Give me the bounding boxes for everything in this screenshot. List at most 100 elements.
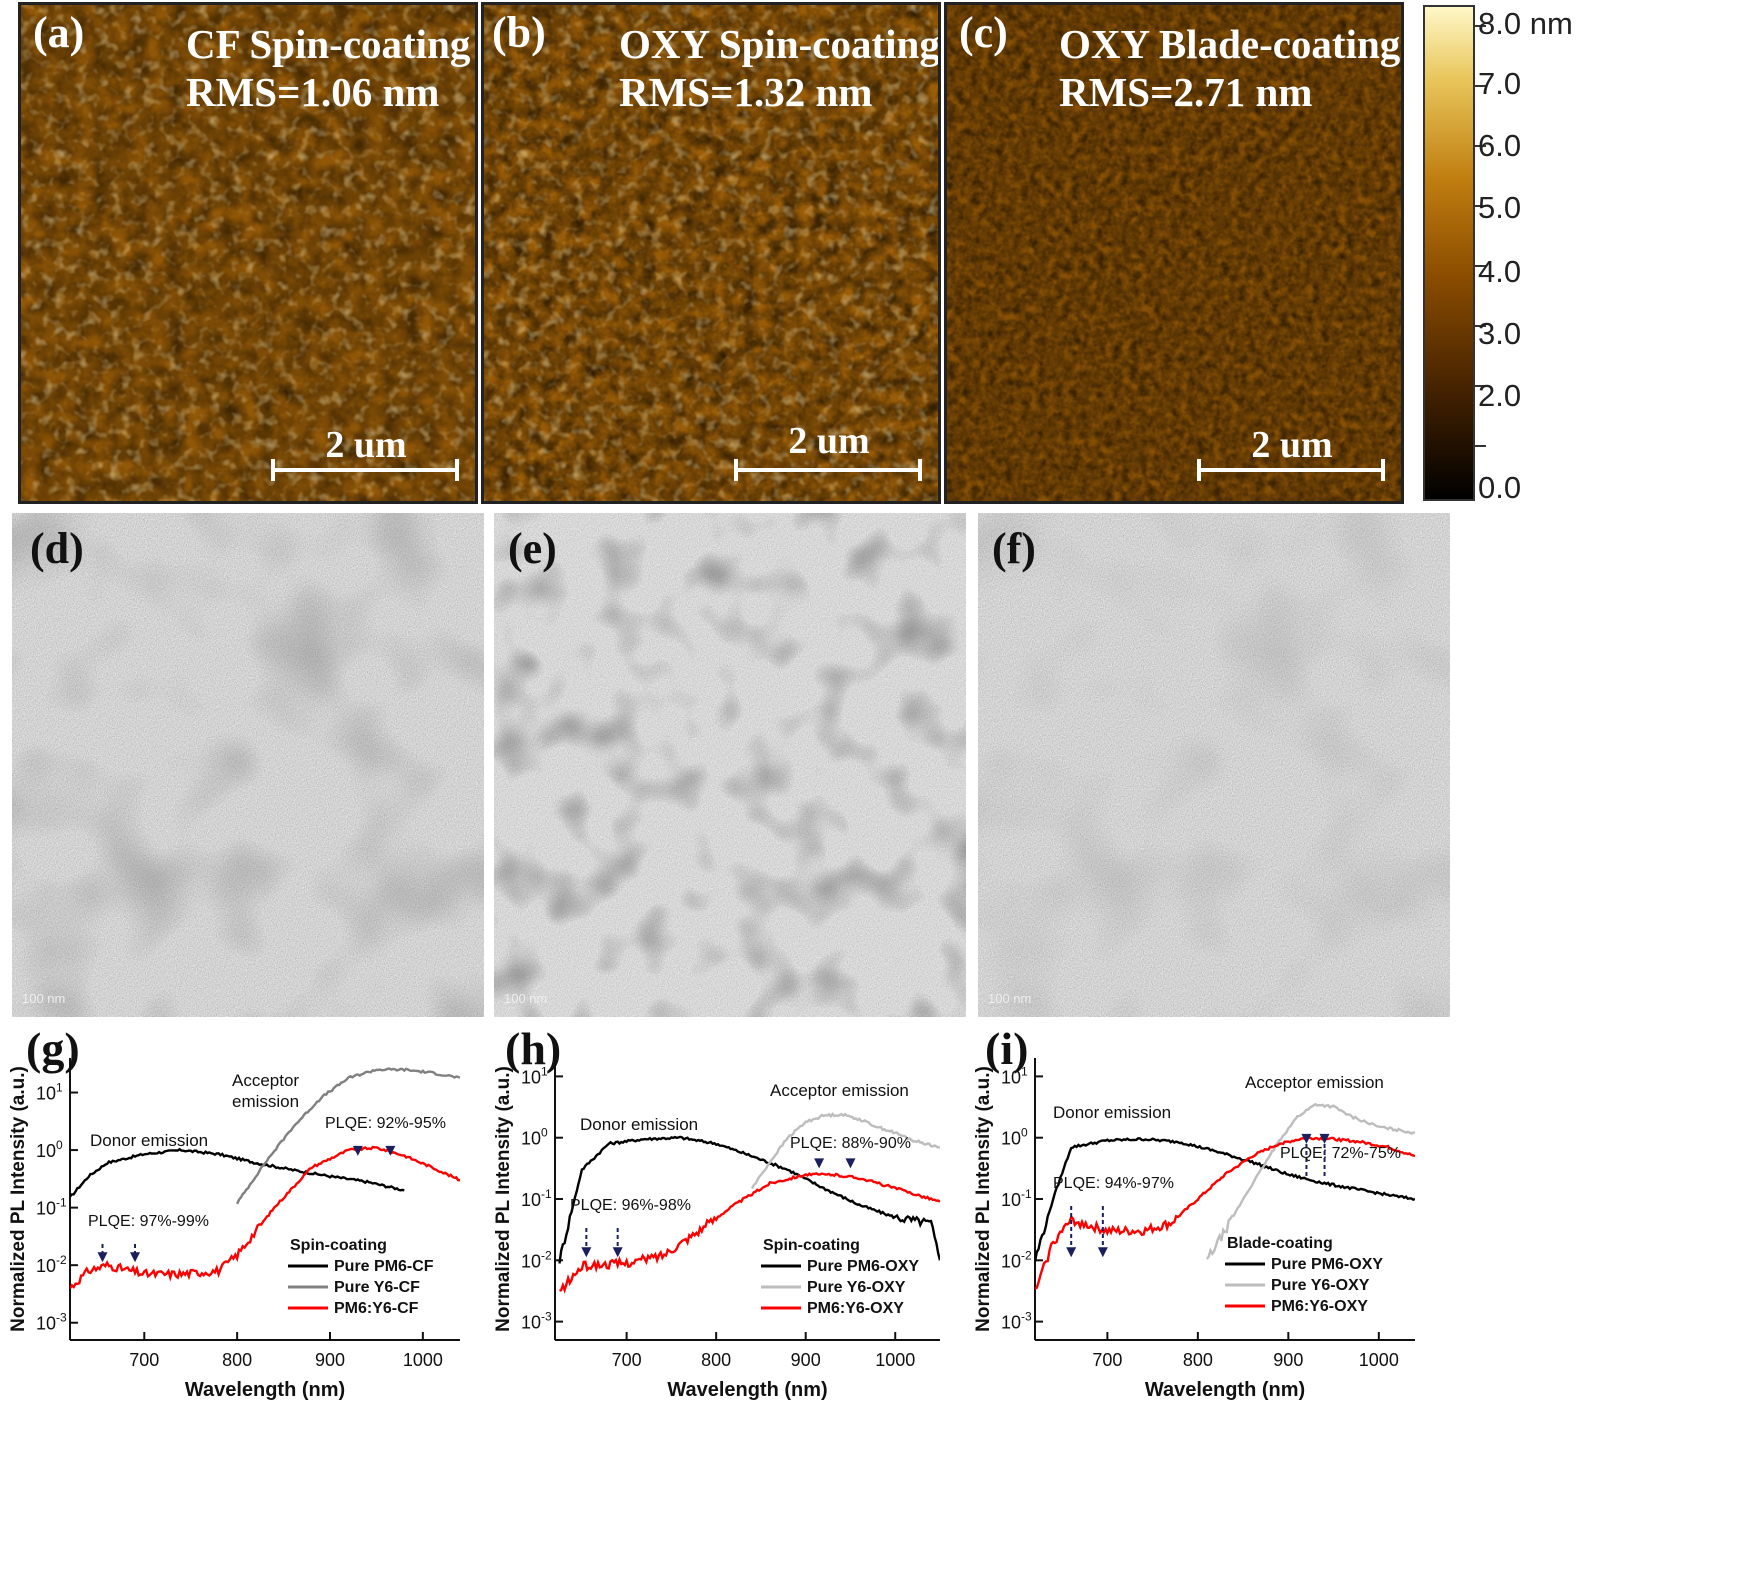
acceptor-emission-label: Acceptor emission bbox=[1245, 1073, 1384, 1092]
donor-emission-label: Donor emission bbox=[580, 1115, 698, 1134]
plqe-arrow-head bbox=[581, 1247, 592, 1258]
pl-plot-g: 700 800 900 1000 10-3 10-2 10-1 100 101 Wavelengt… bbox=[0, 1018, 480, 1418]
plqe-acceptor-label: PLQE: 88%-90% bbox=[790, 1135, 911, 1152]
afm-rms-value: RMS=1.32 nm bbox=[619, 69, 873, 115]
plot-panel-label: (g) bbox=[26, 1023, 80, 1074]
afm-scale-bar bbox=[734, 459, 922, 481]
tem-panel-label: (e) bbox=[508, 524, 557, 573]
legend-title: Spin-coating bbox=[763, 1237, 860, 1254]
plqe-donor-label: PLQE: 97%-99% bbox=[88, 1213, 209, 1230]
x-tick-label: 700 bbox=[129, 1350, 159, 1370]
x-tick-label: 700 bbox=[1092, 1350, 1122, 1370]
tem-image-e bbox=[494, 513, 966, 1017]
x-tick-label: 800 bbox=[222, 1350, 252, 1370]
afm-condition-title: CF Spin-coating bbox=[186, 21, 471, 67]
series-line bbox=[1035, 1137, 1415, 1262]
series-line bbox=[70, 1147, 405, 1198]
y-tick-label: 10-3 bbox=[521, 1310, 552, 1333]
colorbar-tick: 5.0 bbox=[1478, 190, 1522, 225]
pl-chart-i: 700 800 900 1000 10-3 10-2 10-1 100 101 Wavelengt… bbox=[973, 1058, 1415, 1401]
tem-panel-e: (e) 100 nm bbox=[494, 513, 966, 1017]
plot-panel-label: (h) bbox=[505, 1023, 562, 1074]
legend-entry: Pure PM6-OXY bbox=[1271, 1256, 1383, 1273]
series-line bbox=[70, 1145, 460, 1290]
afm-panel-c: (c) OXY Blade-coating RMS=2.71 nm 2 um bbox=[944, 2, 1404, 504]
plqe-arrow-head bbox=[1319, 1133, 1330, 1144]
y-tick-label: 100 bbox=[521, 1126, 548, 1149]
colorbar-gradient bbox=[1423, 5, 1486, 501]
y-tick-label: 10-3 bbox=[36, 1311, 67, 1334]
tem-image-f bbox=[978, 513, 1450, 1017]
tem-image-d bbox=[12, 513, 484, 1017]
y-tick-label: 101 bbox=[1001, 1064, 1028, 1087]
plqe-donor-label: PLQE: 94%-97% bbox=[1053, 1175, 1174, 1192]
y-axis-label: Normalized PL Intensity (a.u.) bbox=[493, 1066, 514, 1332]
plqe-arrow-head bbox=[1301, 1133, 1312, 1144]
legend-entry: Pure Y6-CF bbox=[334, 1279, 420, 1296]
afm-scale-label: 2 um bbox=[1251, 424, 1333, 466]
legend-entry: PM6:Y6-OXY bbox=[1271, 1298, 1368, 1315]
x-tick-label: 900 bbox=[1273, 1350, 1303, 1370]
afm-panel-label: (c) bbox=[959, 8, 1008, 57]
plqe-donor-label: PLQE: 96%-98% bbox=[570, 1197, 691, 1214]
y-axis-label: Normalized PL Intensity (a.u.) bbox=[8, 1066, 29, 1332]
pl-chart-h: 700 800 900 1000 10-3 10-2 10-1 100 101 Wavelengt… bbox=[493, 1058, 940, 1401]
x-tick-label: 800 bbox=[1183, 1350, 1213, 1370]
x-tick-label: 900 bbox=[791, 1350, 821, 1370]
colorbar-tick: 0.0 bbox=[1478, 470, 1522, 505]
colorbar-tick: 7.0 bbox=[1478, 66, 1522, 101]
y-tick-label: 100 bbox=[1001, 1126, 1028, 1149]
colorbar-tick: 8.0 nm bbox=[1478, 6, 1573, 41]
afm-panel-b: (b) OXY Spin-coating RMS=1.32 nm 2 um bbox=[481, 2, 941, 504]
plqe-acceptor-label: PLQE: 72%-75% bbox=[1280, 1145, 1401, 1162]
tem-panel-f: (f) 100 nm bbox=[978, 513, 1450, 1017]
plqe-arrow-head bbox=[814, 1158, 825, 1169]
acceptor-emission-label: Acceptor bbox=[232, 1071, 299, 1090]
series-line bbox=[558, 1135, 940, 1264]
legend-entry: Pure PM6-OXY bbox=[807, 1258, 919, 1275]
plqe-arrow-head bbox=[1097, 1247, 1108, 1258]
x-axis-label: Wavelength (nm) bbox=[667, 1379, 827, 1401]
x-tick-label: 1000 bbox=[1359, 1350, 1399, 1370]
afm-scale-label: 2 um bbox=[788, 420, 870, 462]
tem-scale-label: 100 nm bbox=[988, 991, 1032, 1006]
x-tick-label: 1000 bbox=[403, 1350, 443, 1370]
colorbar-tick: 2.0 bbox=[1478, 378, 1522, 413]
y-tick-label: 10-1 bbox=[521, 1187, 552, 1210]
x-axis-label: Wavelength (nm) bbox=[1145, 1379, 1305, 1401]
x-tick-label: 700 bbox=[612, 1350, 642, 1370]
series-line bbox=[1035, 1136, 1415, 1290]
afm-panel-label: (b) bbox=[492, 8, 546, 57]
y-tick-label: 101 bbox=[36, 1081, 63, 1104]
plqe-arrow-head bbox=[352, 1145, 363, 1156]
plqe-arrow-head bbox=[845, 1158, 856, 1169]
legend-title: Blade-coating bbox=[1227, 1235, 1333, 1252]
x-axis-label: Wavelength (nm) bbox=[185, 1379, 345, 1401]
afm-scale-bar bbox=[271, 459, 459, 481]
afm-image-a bbox=[21, 5, 475, 501]
series-line bbox=[1205, 1102, 1415, 1260]
colorbar-tick: 6.0 bbox=[1478, 128, 1522, 163]
afm-image-c bbox=[947, 5, 1401, 501]
plqe-arrow-head bbox=[385, 1145, 396, 1156]
pl-plot-i: 700 800 900 1000 10-3 10-2 10-1 100 101 Wavelengt… bbox=[965, 1018, 1445, 1418]
afm-image-b bbox=[484, 5, 938, 501]
plqe-acceptor-label: PLQE: 92%-95% bbox=[325, 1115, 446, 1132]
afm-condition-title: OXY Spin-coating bbox=[619, 21, 940, 67]
colorbar-tick: 3.0 bbox=[1478, 316, 1522, 351]
legend-entry: Pure PM6-CF bbox=[334, 1258, 434, 1275]
y-tick-label: 10-1 bbox=[1001, 1187, 1032, 1210]
colorbar-tick: 4.0 bbox=[1478, 254, 1522, 289]
afm-panel-a: (a) CF Spin-coating RMS=1.06 nm 2 um bbox=[18, 2, 478, 504]
tem-scale-label: 100 nm bbox=[22, 991, 66, 1006]
x-tick-label: 900 bbox=[315, 1350, 345, 1370]
plot-panel-label: (i) bbox=[985, 1023, 1029, 1074]
x-tick-label: 1000 bbox=[875, 1350, 915, 1370]
donor-emission-label: Donor emission bbox=[90, 1131, 208, 1150]
afm-rms-value: RMS=2.71 nm bbox=[1059, 69, 1313, 115]
height-colorbar: 8.0 nm 7.0 6.0 5.0 4.0 3.0 2.0 0.0 bbox=[1422, 4, 1742, 505]
acceptor-emission-label: emission bbox=[232, 1092, 299, 1111]
legend-entry: PM6:Y6-OXY bbox=[807, 1300, 904, 1317]
tem-panel-d: (d) 100 nm bbox=[12, 513, 484, 1017]
legend-entry: Pure Y6-OXY bbox=[1271, 1277, 1370, 1294]
